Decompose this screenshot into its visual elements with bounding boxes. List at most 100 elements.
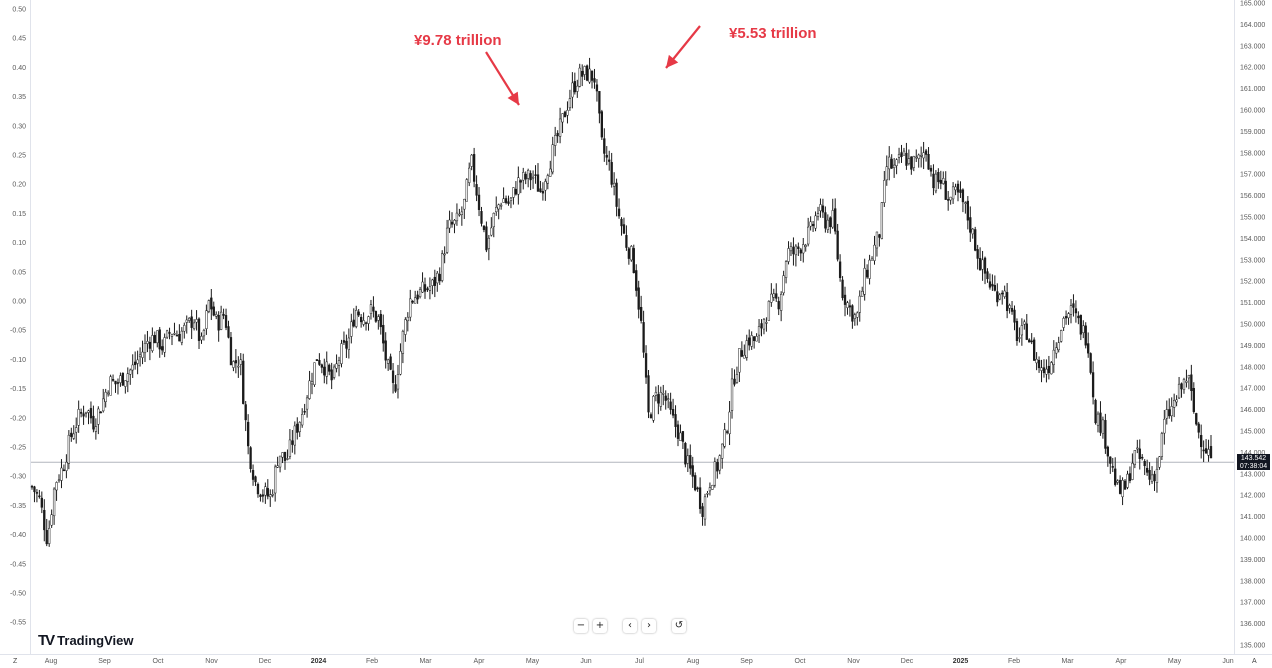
candle-body bbox=[534, 174, 537, 176]
candle-body bbox=[738, 348, 741, 373]
candle-body bbox=[603, 138, 606, 154]
candle-body bbox=[1136, 447, 1139, 450]
time-axis-label: May bbox=[526, 658, 540, 665]
candle-body bbox=[996, 291, 999, 303]
right-axis-tick: 153.000 bbox=[1240, 257, 1265, 264]
scroll-left-button[interactable]: ‹ bbox=[623, 619, 637, 633]
candle-body bbox=[192, 322, 196, 329]
time-axis-label: Apr bbox=[474, 658, 486, 665]
candle-body bbox=[529, 173, 532, 181]
candle-body bbox=[443, 253, 446, 256]
candle-body bbox=[902, 150, 906, 156]
candle-body bbox=[517, 177, 520, 195]
candle-body bbox=[1138, 448, 1141, 459]
candle-body bbox=[438, 273, 441, 282]
candle-body bbox=[377, 316, 380, 321]
candle-body bbox=[1121, 480, 1124, 498]
candle-body bbox=[531, 176, 535, 179]
time-axis-label: Sep bbox=[98, 658, 111, 665]
candle-body bbox=[448, 219, 451, 229]
candle-body bbox=[335, 363, 338, 369]
candle-body bbox=[546, 175, 549, 184]
candle-body bbox=[524, 173, 527, 180]
candle-body bbox=[544, 181, 547, 191]
candle-body bbox=[662, 393, 665, 395]
candle-body bbox=[679, 432, 682, 441]
candle-body bbox=[1131, 463, 1134, 480]
candle-body bbox=[89, 408, 93, 419]
candle-body bbox=[94, 426, 98, 432]
candle-body bbox=[470, 154, 473, 167]
candle-body bbox=[789, 246, 793, 252]
candle-body bbox=[760, 323, 763, 329]
candle-body bbox=[165, 330, 169, 338]
candle-body bbox=[168, 332, 171, 334]
time-axis-label: Jun bbox=[580, 658, 591, 665]
scroll-right-button[interactable]: › bbox=[642, 619, 656, 633]
last-price-tag: 143.542 07:38:04 bbox=[1237, 454, 1270, 471]
candle-body bbox=[541, 191, 545, 194]
right-axis-tick: 143.000 bbox=[1240, 471, 1265, 478]
candle-body bbox=[593, 78, 596, 83]
right-axis-tick: 157.000 bbox=[1240, 172, 1265, 179]
time-axis[interactable]: Aug Sep Oct Nov Dec 2024 Feb Mar Apr May Jun Jul Aug… bbox=[45, 658, 1234, 665]
candle-body bbox=[625, 235, 628, 248]
candle-body bbox=[1202, 449, 1205, 452]
candle-body bbox=[834, 208, 837, 232]
candle-body bbox=[711, 485, 714, 490]
candle-body bbox=[649, 414, 653, 419]
candle-body bbox=[382, 324, 385, 344]
tradingview-logo[interactable]: TV TradingView bbox=[38, 632, 134, 649]
candle-body bbox=[1204, 448, 1208, 454]
candle-body bbox=[1116, 480, 1119, 483]
candle-body bbox=[674, 414, 677, 427]
candle-body bbox=[512, 187, 515, 198]
candle-body bbox=[870, 258, 874, 261]
time-axis-label: Oct bbox=[153, 658, 164, 665]
candle-body bbox=[1037, 359, 1041, 369]
candle-body bbox=[566, 109, 569, 116]
candle-body bbox=[1145, 467, 1149, 473]
candle-body bbox=[436, 272, 439, 284]
candle-body bbox=[816, 213, 820, 217]
candle-body bbox=[482, 225, 486, 230]
candle-body bbox=[723, 429, 726, 447]
reset-chart-button[interactable]: ↺ bbox=[672, 619, 686, 633]
candle-body bbox=[900, 152, 903, 157]
candle-body bbox=[819, 204, 822, 212]
annotations: ¥9.78 trillion ¥5.53 trillion bbox=[414, 25, 817, 106]
candle-body bbox=[1087, 343, 1090, 354]
candle-body bbox=[1020, 325, 1024, 336]
candle-body bbox=[561, 113, 564, 123]
candle-body bbox=[883, 180, 886, 203]
candle-body bbox=[163, 337, 166, 353]
right-axis-tick: 164.000 bbox=[1240, 22, 1265, 29]
candle-body bbox=[907, 158, 911, 164]
candle-body bbox=[556, 132, 559, 137]
left-axis-tick: 0.20 bbox=[12, 182, 26, 189]
right-axis-tick: 139.000 bbox=[1240, 557, 1265, 564]
candle-body bbox=[1008, 305, 1011, 309]
zoom-in-button[interactable]: + bbox=[593, 619, 607, 633]
candle-body bbox=[1170, 406, 1173, 417]
candle-body bbox=[384, 340, 387, 361]
candle-body bbox=[787, 248, 790, 262]
time-axis-label: Feb bbox=[366, 658, 378, 665]
time-axis-label: Oct bbox=[795, 658, 806, 665]
candle-body bbox=[770, 293, 773, 303]
candle-body bbox=[745, 340, 748, 358]
candle-body bbox=[978, 258, 982, 271]
candle-body bbox=[917, 154, 920, 159]
auto-scale-button[interactable]: A bbox=[1252, 658, 1257, 665]
zoom-out-button[interactable]: − bbox=[574, 619, 588, 633]
time-axis-label: Dec bbox=[901, 658, 914, 665]
candle-body bbox=[777, 300, 780, 310]
candle-body bbox=[1126, 473, 1129, 488]
bottom-left-corner-label[interactable]: Z bbox=[13, 658, 18, 665]
candle-body bbox=[536, 174, 540, 192]
candle-body bbox=[1005, 292, 1009, 312]
candle-body bbox=[944, 180, 947, 200]
right-axis[interactable]: 165.000 164.000 163.000 162.000 161.000 160.0… bbox=[1240, 1, 1265, 650]
candle-body bbox=[92, 415, 95, 430]
